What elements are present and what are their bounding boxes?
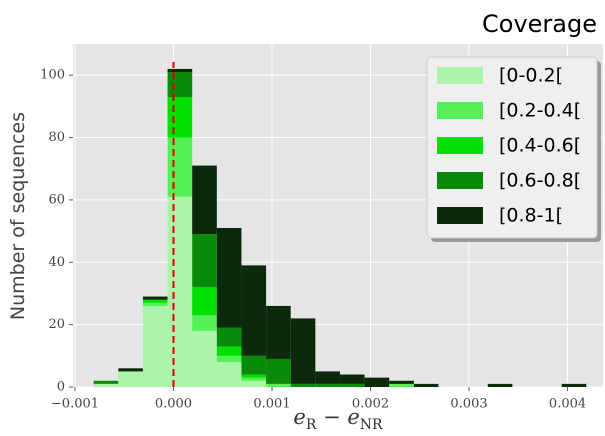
legend-label: [0.6-0.8[ xyxy=(499,170,581,192)
bar-segment xyxy=(413,383,439,387)
bar-segment xyxy=(315,383,340,387)
y-axis-label: Number of sequences xyxy=(7,112,29,320)
x-label-part: R xyxy=(306,417,317,433)
bar-segment xyxy=(216,362,242,387)
bar-segment xyxy=(216,346,242,356)
bar-segment xyxy=(142,302,168,306)
bar-segment xyxy=(290,383,316,387)
bar-segment xyxy=(339,374,365,384)
bar-segment xyxy=(241,265,267,356)
x-axis-label: eR − eNR xyxy=(293,405,383,433)
legend-swatch xyxy=(437,102,483,119)
x-tick-label: 0.001 xyxy=(253,397,290,412)
bar-segment xyxy=(315,371,340,384)
x-tick-label: 0.002 xyxy=(352,397,389,412)
bar-segment xyxy=(192,234,217,288)
bar-segment xyxy=(93,380,119,384)
y-tick-label: 100 xyxy=(40,68,65,83)
legend-label: [0-0.2[ xyxy=(499,65,563,87)
x-tick-label: 0.000 xyxy=(155,397,192,412)
bar-segment xyxy=(142,299,168,303)
bar-segment xyxy=(364,377,390,387)
bar-segment xyxy=(241,374,267,378)
y-tick-label: 60 xyxy=(48,192,65,207)
legend-swatch xyxy=(437,67,483,84)
x-label-part: − e xyxy=(316,405,359,429)
bar-segment xyxy=(167,196,193,387)
bar-segment xyxy=(216,355,242,363)
bar-segment xyxy=(389,380,414,384)
bar-segment xyxy=(266,305,291,359)
axes: 0 20 40 60 80 100 −0.001 0.000 0.001 0.002 0.003 0.… xyxy=(40,68,586,412)
legend-swatch xyxy=(437,172,483,189)
bar-segment xyxy=(241,377,267,381)
bar-segment xyxy=(241,355,267,375)
bar-segment xyxy=(167,68,193,73)
bar-segment xyxy=(216,327,242,347)
bar-segment xyxy=(118,371,143,387)
legend-swatch xyxy=(437,207,483,224)
bar-segment xyxy=(487,383,513,387)
legend-swatch xyxy=(437,137,483,154)
bar-segment xyxy=(561,383,587,387)
bar-segment xyxy=(192,315,217,331)
y-tick-label: 40 xyxy=(48,255,65,270)
bars xyxy=(93,62,587,387)
x-tick-label: 0.003 xyxy=(450,397,487,412)
bar-segment xyxy=(142,296,168,300)
bar-segment xyxy=(167,137,193,197)
bar-segment xyxy=(290,318,316,384)
y-tick-label: 0 xyxy=(57,380,65,395)
bar-segment xyxy=(216,227,242,328)
x-label-part: e xyxy=(293,405,305,429)
bar-segment xyxy=(192,287,217,316)
bar-segment xyxy=(167,72,193,98)
bar-segment xyxy=(192,330,217,387)
bar-segment xyxy=(93,383,119,387)
legend-label: [0.8-1[ xyxy=(499,205,563,227)
bar-segment xyxy=(266,358,291,384)
bar-segment xyxy=(192,165,217,235)
x-tick-label: 0.004 xyxy=(549,397,586,412)
bar-segment xyxy=(167,97,193,138)
legend-title: Coverage xyxy=(482,10,597,38)
bar-segment xyxy=(339,383,365,387)
x-label-part: NR xyxy=(360,417,383,433)
legend-label: [0.4-0.6[ xyxy=(499,135,581,157)
bar-segment xyxy=(118,368,143,372)
y-tick-label: 80 xyxy=(48,130,65,145)
x-tick-label: −0.001 xyxy=(51,397,99,412)
bar-segment xyxy=(389,383,414,387)
y-tick-label: 20 xyxy=(48,317,65,332)
bar-segment xyxy=(266,383,291,387)
bar-segment xyxy=(241,380,267,387)
bar-segment xyxy=(142,305,168,387)
legend: [0-0.2[ [0.2-0.4[ [0.4-0.6[ [0.6-0.8[ [0.8-1… xyxy=(426,56,601,242)
legend-label: [0.2-0.4[ xyxy=(499,100,581,122)
